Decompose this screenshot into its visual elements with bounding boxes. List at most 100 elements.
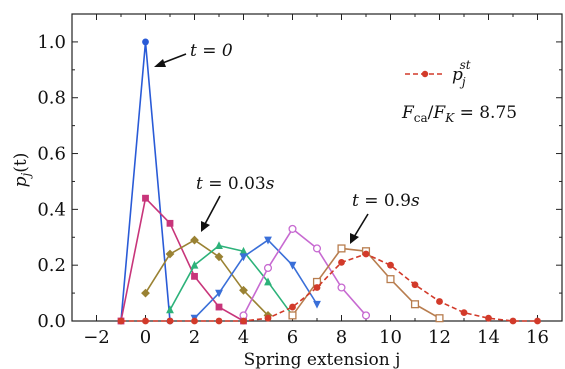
data-point (239, 246, 248, 255)
series-7 (117, 250, 541, 325)
y-tick-label: 0.8 (37, 88, 66, 109)
x-tick-label: 2 (189, 327, 200, 348)
series-line (121, 253, 538, 322)
ratio-s2: K (444, 111, 455, 125)
data-point (534, 317, 541, 325)
annotation-t09-unit: s (411, 191, 420, 211)
y-tick-label: 0.6 (37, 144, 66, 165)
data-point (460, 309, 468, 317)
annotation-t09-arrowhead (350, 233, 359, 244)
data-point (436, 298, 443, 305)
annotation-t09: t = 0.9s (350, 191, 420, 244)
y-axis-label-sub: j (19, 172, 33, 179)
ratio-eq: = 8.75 (454, 103, 517, 123)
x-tick-label: 4 (238, 327, 249, 348)
data-point (313, 300, 321, 309)
data-point (313, 284, 321, 291)
series-layer (117, 38, 541, 325)
x-tick-label: 14 (477, 327, 500, 348)
y-tick-label: 1.0 (37, 32, 66, 53)
data-point (215, 241, 223, 250)
ratio-f2: F (432, 103, 446, 123)
legend-label: pj st (452, 58, 471, 89)
y-tick-label: 0.2 (37, 255, 66, 276)
data-point (337, 283, 346, 292)
data-point (362, 250, 370, 258)
data-point (264, 236, 272, 245)
x-tick-label: 16 (526, 327, 549, 348)
data-point (214, 252, 224, 262)
data-point (165, 249, 175, 259)
series-0 (117, 38, 174, 325)
ratio-annotation: Fca/FK = 8.75 (401, 103, 517, 125)
annotation-t003: t = 0.03s (196, 174, 275, 232)
series-line (120, 41, 171, 322)
ratio-s1: ca (414, 111, 428, 125)
data-point (288, 261, 297, 270)
series-line (242, 228, 367, 316)
annotation-t0-arrowhead (154, 59, 166, 67)
annotation-t0-label: t = 0 (190, 41, 233, 61)
data-point (142, 194, 149, 202)
series-line (169, 244, 294, 316)
ratio-f1: F (401, 103, 415, 123)
y-tick-label: 0.4 (37, 199, 66, 220)
x-tick-label: 12 (428, 327, 451, 348)
data-point (117, 317, 125, 325)
series-5 (239, 224, 371, 320)
data-point (191, 317, 198, 325)
data-point (141, 288, 150, 298)
y-axis-label-main: p (11, 176, 31, 187)
annotation-t003-label: t = 0.03s (196, 174, 275, 194)
series-line (144, 239, 269, 316)
annotation-t09-t: t (352, 191, 359, 211)
x-tick-label: −2 (83, 327, 110, 348)
annotation-t003-arrowhead (201, 221, 210, 232)
data-point (190, 235, 199, 245)
annotation-t0-arrow (159, 53, 187, 65)
data-point (288, 224, 297, 233)
series-line (193, 239, 318, 319)
annotation-t003-t: t (196, 174, 203, 194)
data-point (509, 317, 517, 325)
ratio-sep: / (428, 103, 434, 123)
data-point (410, 300, 420, 309)
data-point (142, 38, 149, 46)
legend-label-sup: st (460, 58, 471, 72)
plot-frame (71, 13, 563, 322)
data-point (215, 317, 223, 325)
y-tick-label: 0.0 (37, 311, 66, 332)
legend-label-sub: j (459, 75, 466, 89)
series-4 (190, 236, 321, 323)
y-axis-label-tail: (t) (11, 153, 31, 173)
data-point (240, 317, 247, 325)
x-tick-label: 8 (336, 327, 347, 348)
data-point (142, 317, 149, 325)
series-line (120, 197, 244, 322)
x-tick-label: 10 (379, 327, 402, 348)
data-point (312, 244, 322, 253)
x-tick-label: 6 (287, 327, 298, 348)
annotation-t09-arrow (353, 213, 369, 238)
ticks-layer: −2 0 2 4 6 8 10 12 14 16 0.0 0.2 0.4 0.6 0.8 1.0 (37, 13, 563, 348)
data-point (338, 258, 345, 266)
data-point (264, 314, 272, 322)
data-point (264, 277, 272, 286)
annotation-t003-unit: s (266, 174, 275, 194)
y-axis-label: pj(t) (11, 153, 33, 188)
data-point (239, 253, 248, 262)
x-tick-label: 0 (140, 327, 151, 348)
annotation-t09-eq: = 0.9 (359, 191, 411, 211)
data-point (215, 289, 223, 298)
data-point (411, 281, 419, 289)
data-point (190, 260, 199, 269)
data-point (361, 311, 371, 320)
data-point (386, 275, 395, 284)
data-point (288, 311, 297, 320)
data-point (239, 285, 248, 295)
data-point (387, 261, 394, 269)
series-2 (141, 235, 273, 320)
data-point (215, 303, 223, 311)
